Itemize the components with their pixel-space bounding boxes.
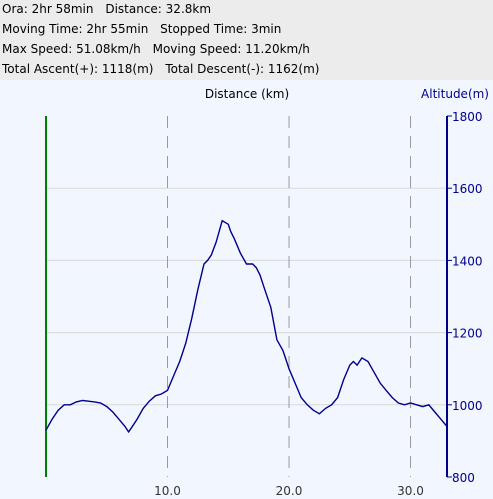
max-speed-value: 51.08km/h [76,42,141,56]
altitude-series-line [45,219,448,434]
y-tick-label: 1400 [452,254,483,268]
stopped-time-value: 3min [251,22,282,36]
stats-panel: Ora: 2hr 58min Distance: 32.8km Moving T… [0,0,493,80]
stats-line-3: Max Speed: 51.08km/h Moving Speed: 11.20… [2,42,310,56]
x-tick-label: 10.0 [154,484,181,498]
altitude-chart-area [0,80,493,499]
y-tick-label: 1200 [452,327,483,341]
max-speed-label: Max Speed: [2,42,73,56]
stats-line-4: Total Ascent(+): 1118(m) Total Descent(-… [2,62,319,76]
moving-speed-label: Moving Speed: [152,42,242,56]
stats-line-1: Ora: 2hr 58min Distance: 32.8km [2,2,211,16]
total-descent-label: Total Descent(-): [165,62,265,76]
total-ascent-value: 1118(m) [101,62,154,76]
chart-grid [46,116,447,477]
x-tick-labels: 10.0 20.0 30.0 [154,484,424,498]
distance-label: Distance: [105,2,162,16]
x-tick-label: 20.0 [276,484,303,498]
total-descent-value: 1162(m) [267,62,320,76]
ora-value: 2hr 58min [31,2,94,16]
distance-value: 32.8km [165,2,212,16]
x-tick-label: 30.0 [397,484,424,498]
y-tick-labels: 800 1000 1200 1400 1600 1800 [447,110,483,485]
y-tick-label: 1600 [452,182,483,196]
y-tick-label: 1800 [452,110,483,124]
x-axis-label: Distance (km) [205,87,289,101]
stats-line-2: Moving Time: 2hr 55min Stopped Time: 3mi… [2,22,281,36]
stopped-time-label: Stopped Time: [160,22,248,36]
y-tick-label: 800 [452,471,475,485]
total-ascent-label: Total Ascent(+): [2,62,99,76]
moving-time-label: Moving Time: [2,22,83,36]
moving-speed-value: 11.20km/h [245,42,310,56]
y-axis-label: Altitude(m) [421,87,489,101]
moving-time-value: 2hr 55min [86,22,149,36]
y-tick-label: 1000 [452,399,483,413]
ora-label: Ora: [2,2,28,16]
